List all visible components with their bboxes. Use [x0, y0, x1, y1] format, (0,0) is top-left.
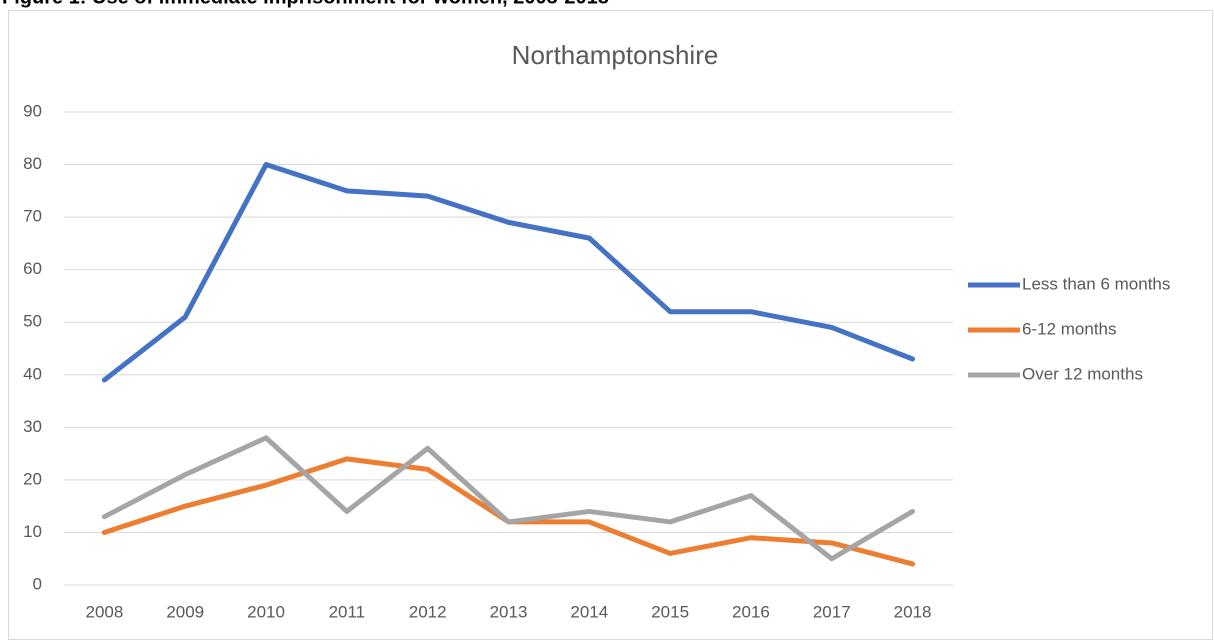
y-tick-label: 70	[23, 207, 42, 226]
legend-label: Over 12 months	[1022, 364, 1143, 383]
x-tick-label: 2016	[732, 602, 770, 621]
chart-title: Northamptonshire	[512, 40, 719, 70]
legend-label: Less than 6 months	[1022, 274, 1170, 293]
series-line	[101, 162, 916, 383]
x-tick-label: 2009	[166, 602, 204, 621]
x-tick-label: 2013	[490, 602, 528, 621]
series-line	[101, 435, 916, 562]
legend-label: 6-12 months	[1022, 319, 1117, 338]
x-tick-label: 2018	[894, 602, 932, 621]
y-tick-label: 40	[23, 364, 42, 383]
x-tick-label: 2014	[570, 602, 608, 621]
series-line	[101, 456, 916, 567]
y-tick-label: 80	[23, 154, 42, 173]
x-tick-label: 2010	[247, 602, 285, 621]
x-tick-label: 2008	[85, 602, 123, 621]
chart-frame	[8, 10, 1213, 640]
y-tick-label: 0	[33, 574, 42, 593]
y-tick-label: 60	[23, 259, 42, 278]
y-tick-label: 90	[23, 101, 42, 120]
x-tick-label: 2012	[409, 602, 447, 621]
y-tick-label: 50	[23, 312, 42, 331]
figure-caption: Figure 1: Use of immediate imprisonment …	[2, 0, 609, 8]
y-tick-label: 10	[23, 522, 42, 541]
y-tick-label: 30	[23, 417, 42, 436]
x-tick-label: 2011	[329, 602, 366, 621]
y-tick-label: 20	[23, 469, 42, 488]
x-tick-label: 2015	[651, 602, 689, 621]
x-tick-label: 2017	[813, 602, 851, 621]
